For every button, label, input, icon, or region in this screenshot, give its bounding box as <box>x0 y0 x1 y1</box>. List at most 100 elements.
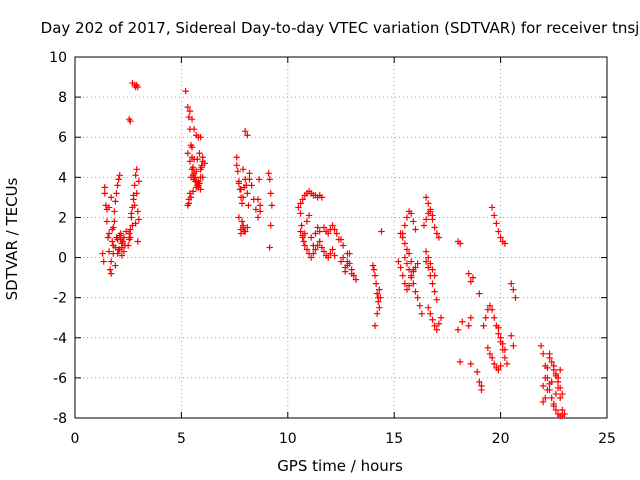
x-tick-label: 15 <box>385 431 403 447</box>
data-point <box>550 362 557 370</box>
data-point <box>397 264 404 271</box>
plot-frame <box>74 56 608 419</box>
data-point <box>556 394 564 402</box>
data-point <box>410 280 417 287</box>
data-point <box>410 218 417 225</box>
data-point <box>491 314 498 321</box>
data-point <box>376 286 383 293</box>
data-point <box>134 238 141 245</box>
data-point <box>295 204 302 211</box>
data-point <box>190 156 198 163</box>
data-point <box>182 87 189 95</box>
data-point <box>300 238 307 245</box>
data-point <box>186 190 194 197</box>
data-point <box>186 107 194 115</box>
data-point <box>435 320 443 327</box>
data-point <box>437 314 445 321</box>
data-point <box>478 386 485 394</box>
data-point <box>550 400 557 408</box>
data-point <box>510 286 517 293</box>
data-point <box>101 190 108 197</box>
y-tick-label: -6 <box>53 371 67 387</box>
data-point <box>408 210 415 217</box>
data-point <box>412 288 419 295</box>
data-point <box>371 272 379 279</box>
data-points <box>99 79 568 420</box>
data-point <box>199 154 206 161</box>
data-point <box>501 354 509 362</box>
data-point <box>238 218 246 225</box>
y-tick-label: 2 <box>58 210 67 226</box>
data-point <box>111 218 118 225</box>
data-point <box>127 117 134 125</box>
data-point <box>189 172 197 179</box>
data-point <box>433 296 440 303</box>
x-tick-label: 20 <box>492 431 510 447</box>
data-point <box>192 178 199 185</box>
data-point <box>329 222 336 229</box>
data-point <box>495 330 502 337</box>
data-point <box>431 272 438 279</box>
data-point <box>312 230 319 237</box>
data-point <box>331 252 338 259</box>
data-point <box>184 103 191 111</box>
data-point <box>237 186 245 193</box>
data-point <box>403 260 411 267</box>
y-tick-label: 0 <box>58 251 67 267</box>
data-point <box>132 220 139 227</box>
data-point <box>497 362 504 370</box>
x-tick-label: 5 <box>177 431 186 447</box>
data-point <box>190 126 198 133</box>
data-point <box>495 324 502 331</box>
data-point <box>399 230 406 237</box>
grid-lines <box>75 57 607 418</box>
data-point <box>342 268 349 275</box>
data-point <box>376 304 383 311</box>
axis-ticks <box>74 56 608 419</box>
data-point <box>425 304 432 311</box>
data-point <box>240 228 248 235</box>
data-point <box>488 306 496 313</box>
data-point <box>431 322 438 329</box>
data-point <box>339 254 347 261</box>
data-point <box>254 196 262 203</box>
data-point <box>491 212 498 219</box>
data-point <box>403 286 411 293</box>
data-point <box>480 322 487 329</box>
data-point <box>299 196 306 203</box>
data-point <box>429 280 436 287</box>
data-point <box>310 242 317 249</box>
data-point <box>435 234 443 241</box>
data-point <box>454 326 462 333</box>
data-point <box>333 230 340 237</box>
data-point <box>375 294 382 301</box>
data-point <box>399 272 406 279</box>
data-point <box>318 194 326 201</box>
x-tick-label: 10 <box>279 431 297 447</box>
data-point <box>548 394 555 402</box>
x-tick-labels: 0 5 10 15 20 25 <box>71 431 616 447</box>
data-point <box>111 208 118 215</box>
data-point <box>114 250 121 257</box>
data-point <box>248 182 255 189</box>
data-point <box>134 208 141 215</box>
data-point <box>486 302 494 309</box>
data-point <box>476 290 483 297</box>
data-point <box>429 212 436 219</box>
data-point <box>433 230 440 237</box>
data-point <box>318 244 326 251</box>
data-point <box>196 150 203 157</box>
data-point <box>552 370 560 378</box>
data-point <box>135 216 143 223</box>
x-axis-label: GPS time / hours <box>277 457 403 475</box>
data-point <box>352 276 360 283</box>
data-point <box>405 266 413 273</box>
data-point <box>488 204 496 211</box>
data-point <box>456 240 464 247</box>
y-tick-label: 4 <box>58 170 67 186</box>
data-point <box>371 322 379 329</box>
data-point <box>456 358 464 366</box>
data-point <box>416 302 423 309</box>
data-point <box>133 190 140 197</box>
